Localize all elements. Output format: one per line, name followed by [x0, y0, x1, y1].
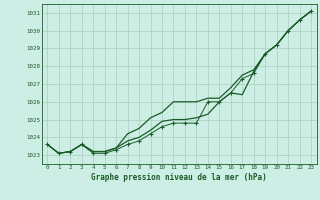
X-axis label: Graphe pression niveau de la mer (hPa): Graphe pression niveau de la mer (hPa)	[91, 173, 267, 182]
